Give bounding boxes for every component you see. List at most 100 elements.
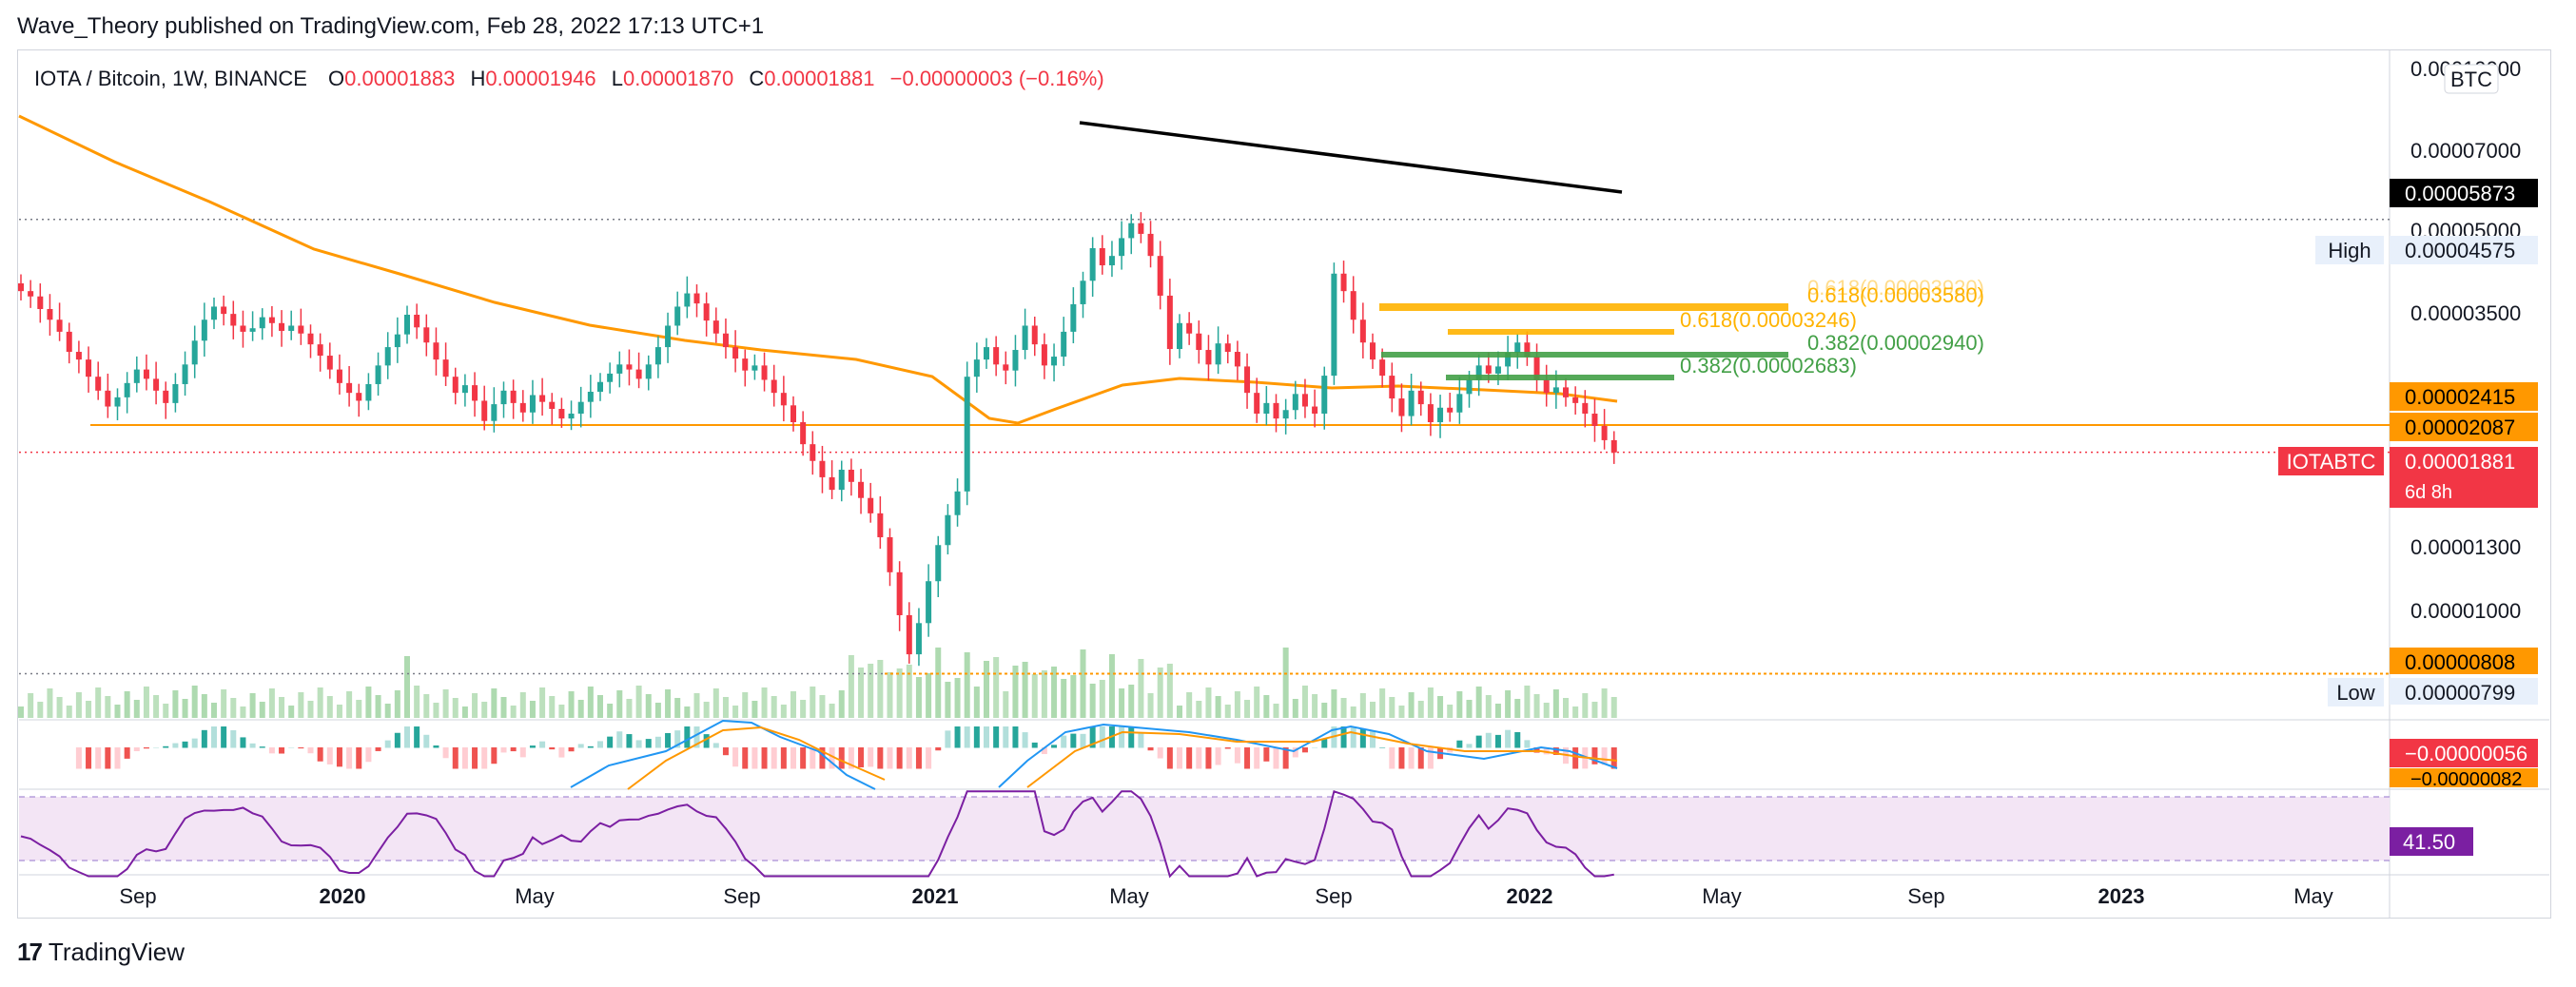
macd-bar	[1022, 732, 1028, 748]
volume-bar	[1031, 674, 1038, 718]
volume-bar	[66, 706, 72, 718]
volume-bar	[1070, 675, 1077, 718]
candle	[1205, 350, 1212, 365]
macd-bar	[1350, 726, 1356, 748]
candle	[500, 390, 507, 405]
candle	[1254, 393, 1260, 415]
candle	[1041, 344, 1047, 366]
macd-bar	[268, 747, 275, 754]
price-tag-label: Low	[2336, 681, 2374, 705]
volume-bar	[645, 694, 652, 718]
macd-bar	[307, 747, 314, 754]
macd-bar	[404, 726, 410, 748]
volume-bar	[124, 691, 130, 718]
candle	[539, 395, 546, 402]
long-term-ma-line	[1079, 121, 1623, 194]
volume-bar	[336, 705, 342, 718]
candle	[66, 331, 72, 353]
volume-bar	[597, 695, 603, 718]
macd-bar	[1456, 740, 1463, 748]
macd-bar	[607, 736, 614, 748]
candle	[703, 303, 710, 321]
candle	[558, 409, 565, 419]
macd-bar	[510, 747, 517, 752]
candle	[896, 571, 903, 615]
volume-bar	[635, 686, 642, 718]
candle	[1321, 376, 1328, 415]
candle	[1224, 343, 1231, 353]
macd-bar	[549, 747, 556, 750]
volume-bar	[868, 664, 874, 718]
volume-bar	[665, 689, 672, 718]
candle	[1340, 273, 1347, 292]
candle	[684, 293, 691, 307]
macd-bar	[935, 747, 942, 751]
volume-bar	[1331, 689, 1337, 718]
candle	[124, 382, 130, 397]
candle	[1282, 410, 1289, 419]
volume-bar	[1147, 693, 1154, 718]
publisher-caption: Wave_Theory published on TradingView.com…	[17, 13, 765, 39]
candle	[1215, 343, 1221, 365]
x-tick-label: May	[515, 884, 555, 908]
price-tag-countdown: 6d 8h	[2405, 482, 2452, 503]
candle	[597, 381, 603, 392]
candle	[635, 369, 642, 379]
candle	[810, 444, 816, 461]
volume-bar	[1301, 686, 1308, 718]
candle	[268, 317, 275, 323]
fib-label: 0.618(0.00003246)	[1680, 308, 1857, 332]
macd-bar	[665, 732, 672, 748]
x-tick-label: May	[1702, 884, 1742, 908]
volume-bar	[568, 691, 575, 718]
candle	[317, 344, 323, 357]
volume-bar	[86, 701, 92, 718]
macd-bar	[481, 747, 488, 769]
macd-bar	[1244, 747, 1251, 769]
volume-bar	[452, 698, 459, 718]
macd-bar	[877, 747, 884, 769]
price-tag-value: 0.00002415	[2405, 385, 2515, 409]
macd-bar	[1205, 747, 1212, 769]
macd-bar	[1475, 735, 1482, 748]
volume-bar	[906, 665, 912, 718]
candle	[1582, 402, 1589, 415]
macd-bar	[529, 745, 536, 748]
macd-bar	[1031, 742, 1038, 748]
candle	[877, 513, 884, 538]
y-tick-label: 0.00001300	[2410, 535, 2521, 559]
candle	[645, 364, 652, 379]
candle	[1398, 398, 1405, 416]
legend-symbol[interactable]: IOTA / Bitcoin, 1W, BINANCE	[34, 67, 307, 90]
macd-bar	[1524, 740, 1531, 748]
volume-bar	[964, 652, 970, 718]
volume-bar	[529, 701, 536, 718]
macd-bar	[732, 747, 739, 767]
macd-bar	[1543, 747, 1550, 755]
candle	[1119, 238, 1125, 257]
macd-bar	[954, 726, 961, 748]
volume-bar	[1610, 697, 1617, 718]
volume-bar	[1494, 704, 1501, 718]
candle	[780, 393, 787, 406]
volume-bar	[1186, 692, 1193, 718]
volume-bar	[356, 700, 362, 718]
volume-bar	[461, 706, 468, 718]
macd-bar	[810, 747, 816, 769]
candle	[1572, 397, 1579, 403]
volume-bar	[346, 691, 353, 718]
footer-brand: TradingView	[48, 938, 185, 966]
macd-bar	[1552, 747, 1559, 755]
candle	[452, 377, 459, 394]
candle	[95, 377, 102, 391]
fib-band	[1448, 329, 1674, 335]
macd-bar	[1215, 747, 1221, 765]
macd-bar	[577, 744, 584, 748]
macd-bar	[1282, 747, 1289, 769]
macd-bar	[1177, 747, 1182, 769]
price-tag-label-box	[2315, 236, 2384, 264]
volume-bar	[472, 693, 478, 718]
volume-bar	[771, 696, 777, 718]
macd-bar	[722, 747, 729, 756]
